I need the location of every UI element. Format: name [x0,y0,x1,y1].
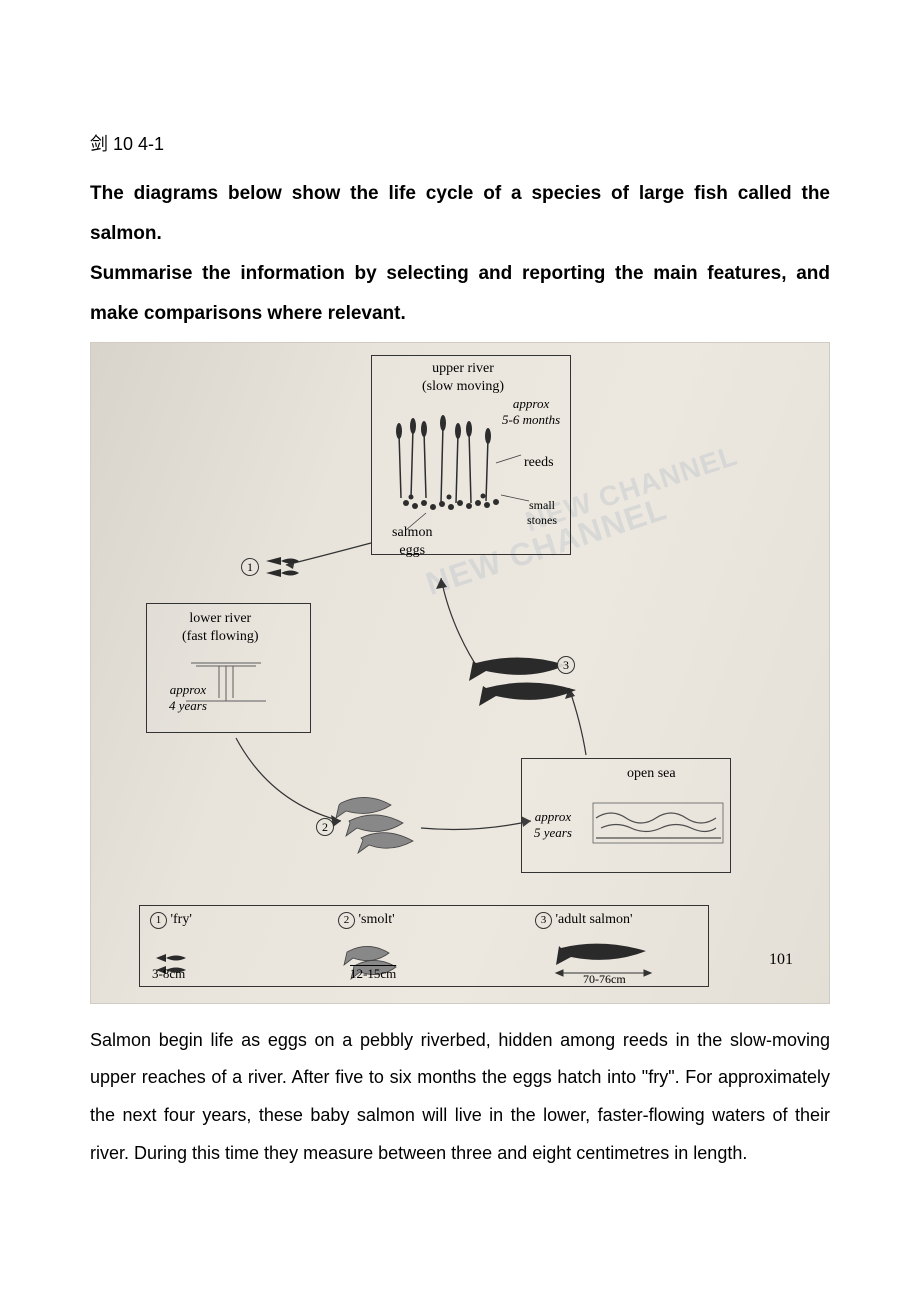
page-number: 101 [769,951,793,969]
upper-duration: approx 5-6 months [502,396,560,430]
legend-fry-name: 'fry' [171,912,192,927]
legend-smolt-size: 12-15cm [350,966,396,982]
legend-adult-num: 3 [535,912,552,929]
legend-fry: 1 'fry' [150,912,192,929]
stage-3-marker: 3 [557,656,575,674]
sea-duration: approx 5 years [534,809,572,843]
smolt-fish-icon [336,797,413,853]
task-prompt-2: Summarise the information by selecting a… [90,254,830,334]
stage-2-marker: 2 [316,818,334,836]
eggs-label: salmon eggs [392,524,432,560]
legend-fry-size: 3-8cm [152,966,185,982]
sea-title: open sea [627,765,676,783]
legend-box: 1 'fry' 3-8cm 2 'smolt' 12-15cm 3 'adult… [139,905,709,987]
upper-river-box: upper river (slow moving) approx 5-6 mon… [371,355,571,555]
stage-1-marker: 1 [241,558,259,576]
stones-label: small stones [514,498,570,529]
lower-river-box: lower river (fast flowing) approx 4 year… [146,603,311,733]
legend-fry-num: 1 [150,912,167,929]
legend-adult: 3 'adult salmon' [535,912,632,929]
legend-adult-name: 'adult salmon' [556,912,633,927]
open-sea-box: open sea approx 5 years [521,758,731,873]
upper-river-title: upper river (slow moving) [422,360,504,396]
lower-duration: approx 4 years [169,682,207,716]
source-label: 剑 10 4-1 [90,130,830,156]
salmon-lifecycle-diagram: NEW CHANNEL NEW CHANNEL [90,342,830,1004]
legend-smolt-name: 'smolt' [359,912,395,927]
reeds-label: reeds [524,454,554,472]
fry-fish-icon [266,557,299,577]
answer-paragraph: Salmon begin life as eggs on a pebbly ri… [90,1022,830,1173]
legend-smolt-num: 2 [338,912,355,929]
legend-smolt: 2 'smolt' [338,912,395,929]
lower-river-title: lower river (fast flowing) [182,610,259,646]
task-prompt-1: The diagrams below show the life cycle o… [90,174,830,254]
